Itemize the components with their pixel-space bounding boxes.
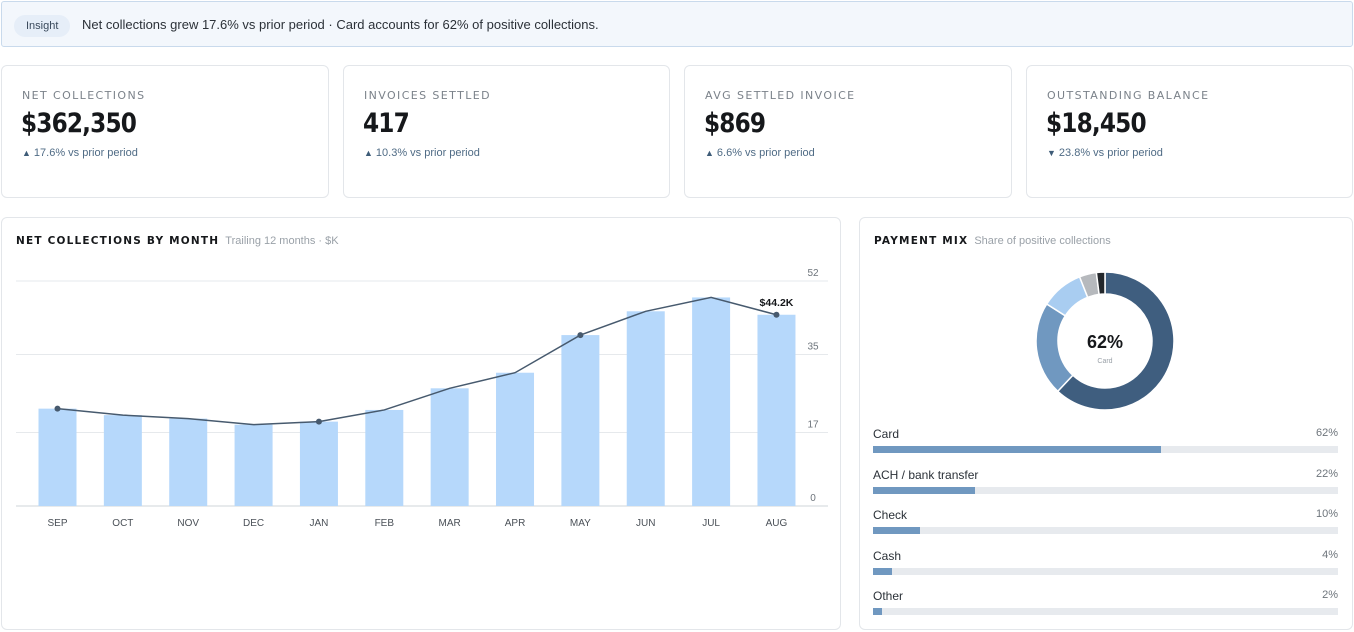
kpi-value: $869 <box>704 108 766 139</box>
payment-mix-label: Cash <box>873 548 902 563</box>
kpi-label: AVG SETTLED INVOICE <box>705 89 856 102</box>
payment-mix-track <box>873 446 1338 453</box>
insight-pill: Insight <box>14 15 71 37</box>
y-tick-label: 35 <box>807 342 819 353</box>
net-collections-bar-chart: 0 17 35 52 SEP OCT NOV DEC JAN FEB MAR APR MAY JUN JUL… <box>16 268 828 529</box>
payment-mix-bar <box>873 608 883 615</box>
chart-title: PAYMENT MIX Share of positive collections <box>874 235 1111 247</box>
chart-title-text: PAYMENT MIX <box>874 235 969 247</box>
bar <box>38 408 77 506</box>
trend-up-icon: ▲ <box>705 148 714 158</box>
kpi-label: INVOICES SETTLED <box>364 89 491 102</box>
x-tick-label: JUL <box>702 518 720 529</box>
kpi-delta-text: 6.6% vs prior period <box>716 147 815 159</box>
trend-marker <box>54 405 61 412</box>
kpi-label: OUTSTANDING BALANCE <box>1047 89 1210 102</box>
insight-banner: Insight Net collections grew 17.6% vs pr… <box>1 1 1353 47</box>
y-tick-label: 52 <box>807 268 819 279</box>
kpi-delta: ▼ 23.8% vs prior period <box>1047 147 1163 159</box>
payment-mix-label: Other <box>873 589 904 603</box>
payment-mix-bar <box>873 527 920 534</box>
kpi-delta-text: 10.3% vs prior period <box>375 147 480 159</box>
x-tick-label: NOV <box>177 518 199 529</box>
x-tick-label: SEP <box>47 518 67 529</box>
payment-mix-donut-chart: 62% Card <box>1035 271 1175 411</box>
donut-slice <box>1035 302 1074 393</box>
kpi-card-net-collections: NET COLLECTIONS $362,350 ▲ 17.6% vs prior… <box>1 65 329 198</box>
payment-mix-track <box>873 527 1338 534</box>
trend-down-icon: ▼ <box>1047 148 1056 158</box>
payment-mix-bar <box>873 486 976 494</box>
bar <box>757 314 796 506</box>
x-tick-label: JAN <box>309 518 328 529</box>
bar <box>234 424 273 506</box>
chart-title: NET COLLECTIONS BY MONTH Trailing 12 mont… <box>16 235 339 247</box>
y-tick-label: 0 <box>810 493 816 504</box>
x-tick-label: JUN <box>636 518 655 529</box>
x-tick-label: APR <box>505 518 526 529</box>
payment-mix-track <box>873 567 1338 575</box>
payment-mix-percent: 2% <box>1322 589 1338 601</box>
kpi-delta-text: 23.8% vs prior period <box>1058 147 1163 159</box>
bar <box>626 311 665 506</box>
bar <box>169 418 208 506</box>
y-tick-label: 17 <box>807 419 819 430</box>
kpi-value: $362,350 <box>21 108 137 139</box>
kpi-delta-text: 17.6% vs prior period <box>33 147 138 159</box>
payment-mix-percent: 10% <box>1315 508 1338 520</box>
payment-mix-row: Other 2% <box>873 589 1338 619</box>
payment-mix-row: Card 62% <box>873 427 1338 457</box>
kpi-delta: ▲ 10.3% vs prior period <box>364 147 480 159</box>
payment-mix-row: ACH / bank transfer 22% <box>873 468 1338 498</box>
trend-line <box>57 296 777 426</box>
kpi-card-outstanding-balance: OUTSTANDING BALANCE $18,450 ▼ 23.8% vs pr… <box>1026 65 1353 198</box>
kpi-value: 417 <box>363 108 410 139</box>
data-label: $44.2K <box>760 297 794 309</box>
payment-mix-label: Check <box>873 508 908 522</box>
donut-center-label: Card <box>1097 358 1112 365</box>
trend-marker <box>315 418 322 425</box>
chart-subtitle: Share of positive collections <box>974 235 1111 247</box>
kpi-delta: ▲ 17.6% vs prior period <box>22 147 138 159</box>
x-tick-label: MAR <box>439 518 461 529</box>
kpi-value: $18,450 <box>1046 108 1147 139</box>
payment-mix-track <box>873 486 1338 494</box>
payment-mix-bar <box>873 446 1162 453</box>
x-tick-label: OCT <box>112 518 133 529</box>
insight-message: Net collections grew 17.6% vs prior peri… <box>82 17 599 32</box>
kpi-delta: ▲ 6.6% vs prior period <box>705 147 815 159</box>
bar <box>496 372 535 506</box>
payment-mix-label: Card <box>873 427 900 441</box>
payment-mix-percent: 62% <box>1315 427 1338 439</box>
kpi-label: NET COLLECTIONS <box>22 89 146 102</box>
payment-mix-track <box>873 608 1338 615</box>
trend-up-icon: ▲ <box>22 148 31 158</box>
payment-mix-label: ACH / bank transfer <box>873 467 979 482</box>
payment-mix-row: Cash 4% <box>873 549 1338 579</box>
donut-slice <box>1056 271 1175 411</box>
x-tick-label: AUG <box>766 518 788 529</box>
chart-subtitle: Trailing 12 months · $K <box>225 235 339 247</box>
trend-marker <box>577 332 584 339</box>
bar <box>299 421 338 506</box>
trend-marker <box>773 311 780 318</box>
donut-center-value: 62% <box>1087 332 1123 352</box>
payment-mix-row: Check 10% <box>873 508 1338 538</box>
x-tick-label: FEB <box>375 518 395 529</box>
bar <box>561 335 600 506</box>
payment-mix-bar <box>873 567 892 575</box>
kpi-card-invoices-settled: INVOICES SETTLED 417 ▲ 10.3% vs prior per… <box>343 65 670 198</box>
x-tick-label: MAY <box>570 518 591 529</box>
trend-up-icon: ▲ <box>364 148 373 158</box>
donut-slice <box>1095 271 1106 296</box>
x-tick-label: DEC <box>243 518 264 529</box>
payment-mix-percent: 4% <box>1322 548 1338 561</box>
kpi-card-avg-settled-invoice: AVG SETTLED INVOICE $869 ▲ 6.6% vs prior … <box>684 65 1012 198</box>
bar <box>103 415 142 506</box>
bar <box>365 409 404 506</box>
payment-mix-percent: 22% <box>1315 467 1338 480</box>
bar <box>430 388 469 506</box>
bar <box>692 297 731 506</box>
chart-title-text: NET COLLECTIONS BY MONTH <box>16 235 220 247</box>
